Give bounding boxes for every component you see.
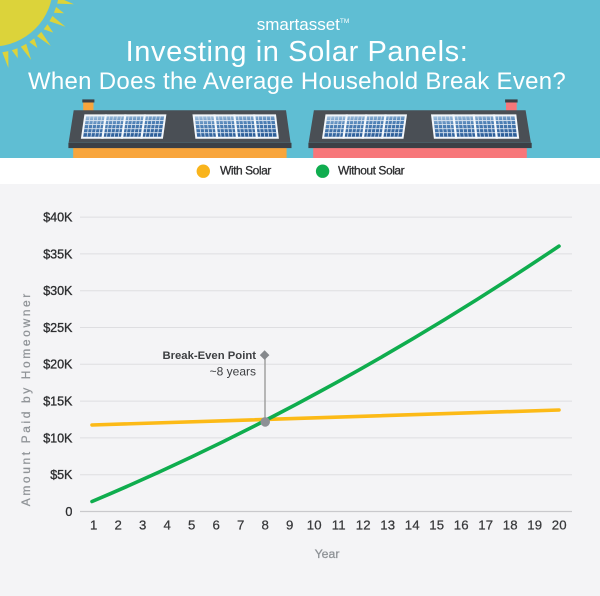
svg-text:$20K: $20K [43,357,73,371]
svg-text:0: 0 [65,504,72,518]
svg-text:$30K: $30K [43,284,73,298]
svg-text:3: 3 [139,517,147,532]
svg-text:10: 10 [307,517,322,532]
svg-text:Amount Paid by Homeowner: Amount Paid by Homeowner [19,291,33,506]
svg-text:Without Solar: Without Solar [338,163,405,177]
svg-text:4: 4 [164,517,172,532]
svg-text:$15K: $15K [43,394,73,408]
svg-text:6: 6 [213,517,221,532]
svg-text:9: 9 [286,517,294,532]
svg-text:13: 13 [380,517,395,532]
svg-text:5: 5 [188,517,196,532]
svg-text:14: 14 [405,517,420,532]
svg-text:20: 20 [552,517,567,532]
svg-text:$5K: $5K [50,468,73,482]
svg-text:Break-Even Point: Break-Even Point [162,349,256,361]
svg-text:Year: Year [315,547,340,561]
svg-text:1: 1 [90,517,98,532]
svg-text:11: 11 [332,517,346,532]
svg-text:18: 18 [503,517,518,532]
svg-text:16: 16 [454,517,469,532]
svg-text:15: 15 [429,517,444,532]
svg-text:$25K: $25K [43,320,73,334]
svg-text:With Solar: With Solar [220,163,271,177]
svg-text:2: 2 [115,517,123,532]
svg-text:$40K: $40K [43,210,73,224]
svg-text:$10K: $10K [43,431,73,445]
svg-text:8: 8 [262,517,270,532]
svg-text:$35K: $35K [43,247,73,261]
svg-text:19: 19 [527,517,542,532]
svg-text:12: 12 [356,517,371,532]
svg-text:17: 17 [478,517,493,532]
svg-text:7: 7 [237,517,245,532]
svg-text:~8 years: ~8 years [210,364,256,378]
